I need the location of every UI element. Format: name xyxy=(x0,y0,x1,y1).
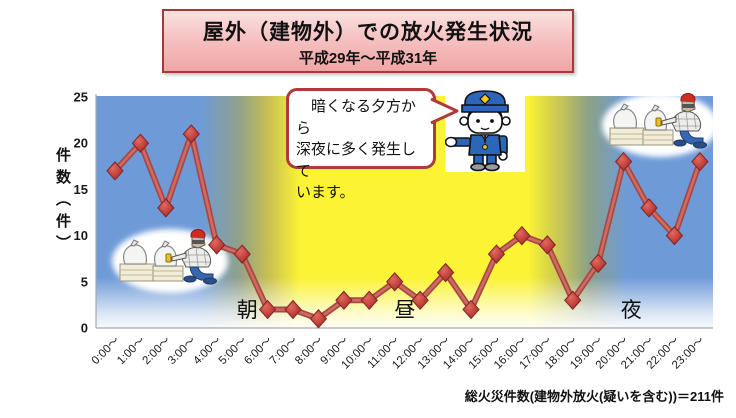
data-point-marker xyxy=(360,290,378,311)
day-period-label: 朝 xyxy=(237,299,258,322)
data-point-marker xyxy=(106,161,124,181)
data-point-marker xyxy=(233,244,251,264)
data-point-marker xyxy=(436,262,455,283)
series-line-highlight xyxy=(113,132,702,321)
data-point-marker xyxy=(386,272,404,292)
y-tick-label: 25 xyxy=(74,90,88,105)
data-point-marker xyxy=(182,124,200,144)
day-period-label: 夜 xyxy=(621,299,642,322)
speech-bubble-line-3: います。 xyxy=(296,184,355,201)
data-point-marker xyxy=(157,198,175,218)
arsonist-illustration-right xyxy=(602,93,718,157)
page-subtitle: 平成29年～平成31年 xyxy=(298,50,438,67)
speech-bubble-line-2: 深夜に多く発生して xyxy=(296,141,417,180)
data-point-marker xyxy=(131,133,150,153)
speech-bubble-line-1: 暗くなる夕方から xyxy=(296,98,417,137)
y-tick-label: 10 xyxy=(74,228,88,243)
data-point-marker xyxy=(309,309,328,329)
speech-bubble-tail xyxy=(429,97,459,125)
data-point-marker xyxy=(513,225,531,246)
data-point-marker xyxy=(258,299,277,320)
y-tick-label: 0 xyxy=(81,321,88,336)
data-point-marker xyxy=(487,244,506,264)
y-tick-label: 15 xyxy=(74,182,88,197)
page-title: 屋外（建物外）での放火発生状況 xyxy=(203,21,533,44)
total-count-note: 総火災件数(建物外放火(疑いを含む))＝211件 xyxy=(464,389,724,404)
y-tick-label: 5 xyxy=(81,274,88,289)
police-officer-illustration xyxy=(444,87,525,172)
y-tick-label: 20 xyxy=(74,136,88,151)
data-point-marker xyxy=(640,198,658,218)
title-box: 屋外（建物外）での放火発生状況 平成29年～平成31年 xyxy=(162,9,574,73)
police-officer-icon xyxy=(444,90,511,172)
data-point-marker xyxy=(462,299,480,320)
y-axis-title: 件数（件） xyxy=(54,147,71,257)
data-point-marker xyxy=(614,151,633,172)
data-point-marker xyxy=(335,290,353,311)
data-point-marker xyxy=(411,290,429,311)
arsonist-illustration-left xyxy=(112,229,228,293)
data-point-marker xyxy=(665,225,684,246)
data-point-marker xyxy=(691,151,709,172)
data-point-marker xyxy=(208,235,226,255)
data-point-marker xyxy=(589,253,607,274)
data-point-marker xyxy=(538,235,556,255)
data-point-marker xyxy=(284,299,302,320)
data-point-marker xyxy=(564,290,582,311)
speech-bubble: 暗くなる夕方から 深夜に多く発生して います。 xyxy=(286,88,436,201)
day-period-label: 昼 xyxy=(394,299,415,322)
